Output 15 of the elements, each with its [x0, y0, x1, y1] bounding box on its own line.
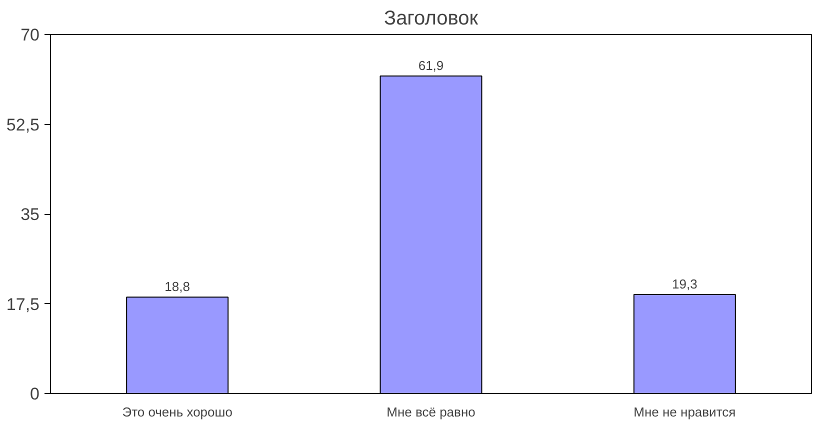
y-tick-label: 70 [20, 26, 40, 44]
data-label: 61,9 [418, 58, 444, 74]
data-label: 18,8 [164, 279, 190, 294]
chart-title: Заголовок [384, 8, 478, 30]
y-tick-label: 52,5 [6, 115, 40, 134]
y-tick-label: 17,5 [6, 294, 40, 314]
bar [633, 294, 736, 394]
x-tick-label: Мне не нравится [634, 404, 736, 420]
bar [126, 296, 229, 394]
bar [380, 76, 482, 394]
x-tick-label: Это очень хорошо [122, 404, 232, 420]
y-tick-label: 35 [20, 205, 40, 224]
x-tick-label: Мне всё равно [386, 404, 476, 420]
data-label: 19,3 [672, 276, 698, 292]
y-tick-label: 0 [30, 384, 40, 404]
